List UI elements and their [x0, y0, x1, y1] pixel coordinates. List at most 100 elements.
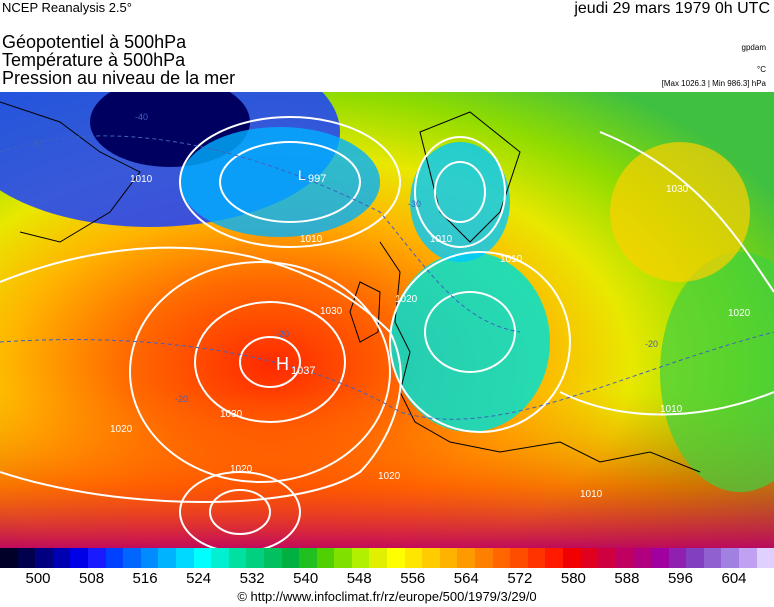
colorbar-swatch [475, 548, 493, 568]
isobar-label: 1020 [728, 308, 751, 319]
coastline-scandinavia [419, 111, 521, 243]
colorbar-swatch [703, 548, 722, 568]
colorbar-swatch [193, 548, 212, 568]
isobar-label: 1020 [395, 294, 418, 305]
colorbar-swatch [334, 548, 352, 568]
colorbar-tick-label: 532 [239, 570, 265, 587]
colorbar-swatch [598, 548, 616, 568]
colorbar-tick-label: 556 [400, 570, 426, 587]
colorbar-swatch [439, 548, 458, 568]
colorbar-tick-label: 588 [614, 570, 640, 587]
colorbar-swatch [140, 548, 159, 568]
low-pressure-value: 997 [308, 173, 326, 185]
green-east [660, 252, 774, 492]
colorbar [0, 548, 774, 568]
isobar-label: 1020 [110, 424, 133, 435]
isotherm-labels: -40 -30 -20 -20 -30 -20 [30, 112, 658, 404]
colorbar-swatch [404, 548, 423, 568]
colorbar-swatch [650, 548, 669, 568]
isobar-label: 1020 [378, 471, 401, 482]
colorbar-swatch [738, 548, 757, 568]
colorbar-ticks: 500 508 516 524 532 540 548 556 564 572 580 588 596 6… [0, 570, 774, 588]
colorbar-tick-label: 572 [507, 570, 533, 587]
colorbar-swatch [281, 548, 300, 568]
cold-trough-scandinavia [180, 127, 380, 237]
colorbar-swatch [17, 548, 36, 568]
isobar-label: 1020 [230, 464, 253, 475]
colorbar-swatch [246, 548, 264, 568]
colorbar-swatch [510, 548, 528, 568]
colorbar-swatch [545, 548, 563, 568]
colorbar-tick-label: 516 [132, 570, 158, 587]
warm-east [610, 142, 750, 282]
colorbar-swatch [52, 548, 71, 568]
colorbar-swatch [668, 548, 687, 568]
low-pressure-symbol: L [298, 167, 306, 183]
isotherm-label: -20 [175, 394, 188, 404]
isobar-label: 1010 [430, 234, 453, 245]
colorbar-swatch [0, 548, 18, 568]
colorbar-swatch [351, 548, 370, 568]
colorbar-swatch [492, 548, 511, 568]
colorbar-swatch [721, 548, 739, 568]
colorbar-swatch [422, 548, 440, 568]
colorbar-swatch [299, 548, 317, 568]
footer-credit: © http://www.infoclimat.fr/rz/europe/500… [237, 589, 537, 604]
isotherm-label: -20 [645, 339, 658, 349]
date-label: jeudi 29 mars 1979 0h UTC [574, 0, 770, 17]
isobars [0, 116, 774, 548]
colorbar-swatch [158, 548, 176, 568]
colorbar-swatch [686, 548, 704, 568]
colorbar-tick-label: 548 [346, 570, 372, 587]
colorbar-tick-label: 540 [293, 570, 319, 587]
high-pressure-symbol: H [276, 354, 289, 374]
coastline-europe [379, 241, 701, 473]
colorbar-swatch [211, 548, 229, 568]
isotherm-label: -40 [135, 112, 148, 122]
isotherm-label: -30 [408, 199, 421, 209]
coastline-uk [349, 281, 381, 343]
colorbar-swatch [35, 548, 53, 568]
colorbar-swatch [563, 548, 581, 568]
colorbar-tick-label: 500 [25, 570, 51, 587]
colorbar-tick-label: 596 [667, 570, 693, 587]
colorbar-swatch [756, 548, 774, 568]
isotherm-label: -30 [30, 139, 43, 149]
cold-trough-baltic [410, 142, 510, 262]
isobar-labels: 1010 1010 1020 1030 1030 1020 1020 1010 … [110, 174, 751, 500]
pressure-range: [Max 1026.3 | Min 986.3] hPa [661, 79, 766, 88]
title-pressure: Pression au niveau de la mer [2, 68, 236, 88]
colorbar-swatch [387, 548, 405, 568]
colorbar-tick-label: 508 [79, 570, 105, 587]
colorbar-swatch [175, 548, 194, 568]
isotherms [0, 135, 774, 420]
isobar-label: 1010 [500, 254, 523, 265]
title-temperature: Température à 500hPa [2, 50, 186, 70]
isobar-label: 1010 [580, 489, 603, 500]
colorbar-tick-label: 604 [721, 570, 747, 587]
weather-map: H 1037 L 997 1010 1010 1020 1030 1030 10… [0, 92, 774, 548]
coastline-greenland [0, 101, 141, 243]
colorbar-swatch [105, 548, 124, 568]
isobar-label: 1030 [666, 184, 689, 195]
colorbar-swatch [263, 548, 282, 568]
isobar-label: 1010 [130, 174, 153, 185]
colorbar-tick-label: 524 [186, 570, 212, 587]
colorbar-tick-label: 564 [453, 570, 479, 587]
isobar-label: 1010 [660, 404, 683, 415]
cold-trough-europe [390, 252, 550, 432]
colorbar-swatch [123, 548, 141, 568]
colorbar-swatch [527, 548, 546, 568]
colorbar-swatch [87, 548, 106, 568]
high-pressure-value: 1037 [291, 365, 315, 377]
title-geopotential: Géopotentiel à 500hPa [2, 32, 187, 52]
warm-south-band [0, 392, 774, 548]
colorbar-swatch [316, 548, 335, 568]
colorbar-swatch [70, 548, 88, 568]
colorbar-tick-label: 580 [560, 570, 586, 587]
colorbar-swatch [369, 548, 388, 568]
colorbar-swatch [228, 548, 247, 568]
colorbar-swatch [457, 548, 476, 568]
isotherm-label: -20 [276, 329, 289, 339]
isobar-label: 1010 [300, 234, 323, 245]
